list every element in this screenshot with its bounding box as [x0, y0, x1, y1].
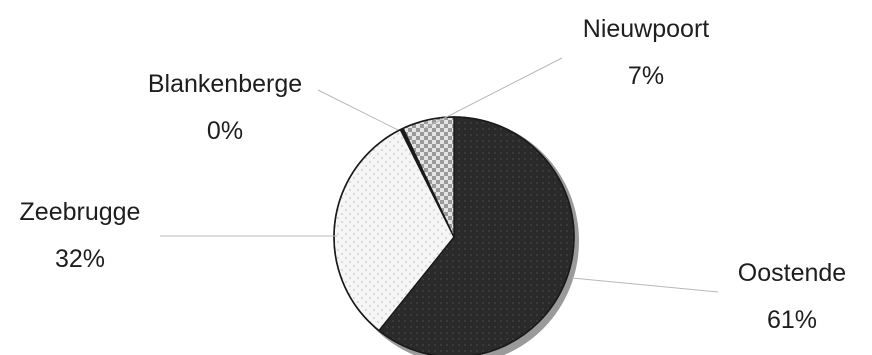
label-nieuwpoort-value: 7%: [628, 62, 664, 90]
pie-outline: [333, 116, 575, 355]
label-nieuwpoort-name: Nieuwpoort: [583, 15, 710, 43]
label-oostende-value: 61%: [767, 306, 817, 334]
label-blankenberge-name: Blankenberge: [148, 70, 302, 98]
pie-slices: [333, 116, 575, 355]
label-blankenberge-value: 0%: [207, 117, 243, 145]
leader-line-nieuwpoort: [424, 57, 563, 129]
leader-lines: [160, 57, 719, 293]
data-labels: Nieuwpoort 7% Blankenberge 0% Zeebrugge …: [20, 15, 847, 334]
leader-line-oostende: [571, 277, 719, 293]
label-oostende-name: Oostende: [738, 259, 846, 287]
leader-line-blankenberge: [317, 89, 399, 131]
label-zeebrugge-value: 32%: [55, 245, 105, 273]
label-zeebrugge-name: Zeebrugge: [20, 198, 141, 226]
